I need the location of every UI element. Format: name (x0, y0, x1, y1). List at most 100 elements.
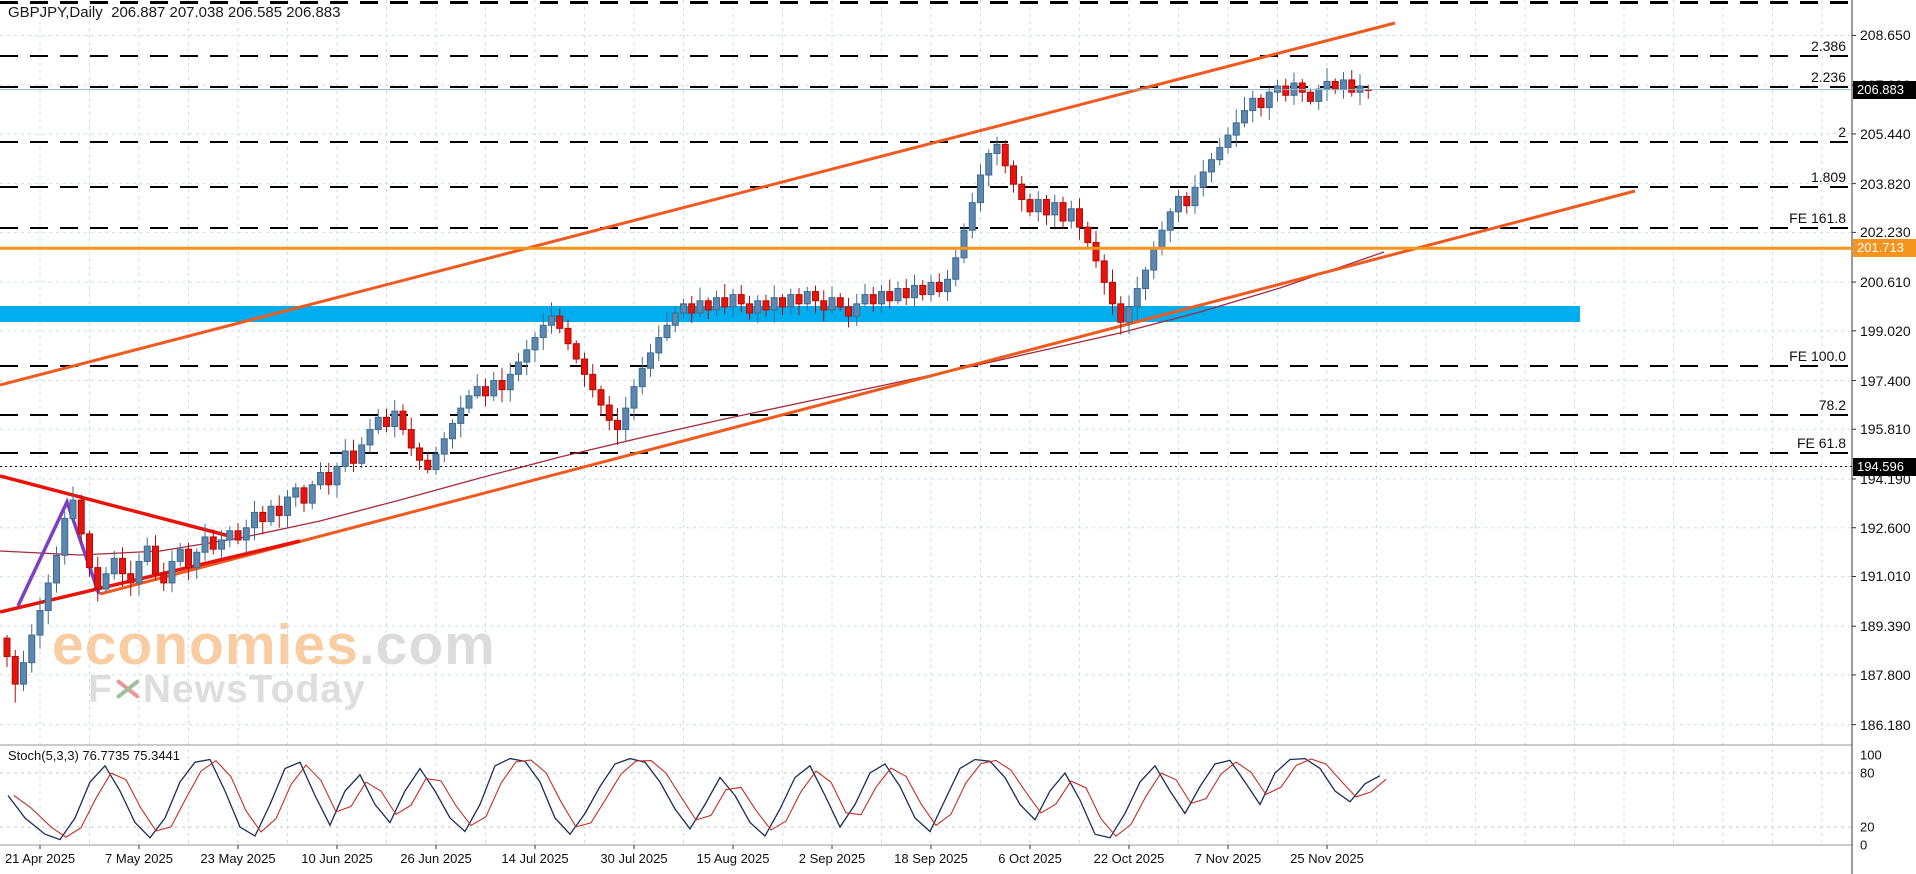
price-tick-label: 205.440 (1860, 125, 1911, 142)
candle (218, 530, 225, 558)
watermark-f-text: F (88, 668, 113, 711)
candle (325, 462, 333, 495)
pennant-upper-red[interactable] (0, 474, 234, 539)
candle (1298, 78, 1306, 102)
price-tick-label: 189.390 (1860, 618, 1911, 635)
candle (820, 290, 828, 322)
candle (416, 442, 423, 470)
candle (143, 537, 151, 566)
candle (465, 389, 473, 413)
channel-lower-orange[interactable] (99, 189, 1636, 596)
orange-price-box: 201.713 (1853, 239, 1916, 258)
candle (176, 543, 184, 567)
candle (622, 396, 630, 442)
candle (1166, 208, 1174, 242)
candle (935, 273, 943, 298)
candle (44, 574, 52, 625)
candle (1059, 196, 1067, 229)
date-label: 26 Jun 2025 (400, 851, 472, 866)
date-label: 7 Nov 2025 (1194, 851, 1262, 866)
candle (985, 149, 993, 187)
candle (1199, 159, 1207, 197)
candle (737, 285, 745, 313)
fib-level-label: FE 61.8 (1796, 435, 1846, 451)
candle (226, 526, 234, 548)
candle (1133, 276, 1141, 321)
candle (721, 284, 729, 314)
candle (1191, 175, 1199, 214)
candle (688, 295, 696, 323)
candle (1076, 198, 1083, 240)
stoch-k-line[interactable] (7, 757, 1381, 841)
candle (787, 288, 795, 315)
candle (61, 511, 69, 565)
stoch-scale-label: 100 (1860, 747, 1882, 763)
candle (86, 530, 93, 578)
candle (779, 294, 786, 316)
candle (1249, 90, 1257, 123)
candle (1265, 87, 1273, 121)
chart-title: GBPJPY,Daily 206.887 207.038 206.585 206… (8, 4, 341, 21)
candle (605, 396, 613, 431)
candle (1117, 296, 1125, 335)
candle (399, 404, 407, 435)
fib-level-label: FE 100.0 (1789, 348, 1846, 364)
candle (531, 332, 539, 363)
candle (1034, 191, 1042, 222)
candle (11, 649, 19, 703)
candle (135, 553, 143, 596)
candle (77, 494, 85, 544)
candle (110, 550, 118, 580)
candle (317, 462, 324, 490)
candle (102, 566, 110, 593)
candle (366, 418, 374, 454)
candle (729, 288, 737, 317)
candle (853, 293, 861, 326)
candle (696, 287, 704, 318)
candle (94, 556, 102, 602)
candle (713, 290, 720, 316)
candle (1043, 194, 1050, 225)
candle (968, 192, 976, 239)
candle (762, 294, 770, 317)
date-label: 6 Oct 2025 (998, 851, 1062, 866)
price-tick-label: 200.610 (1860, 274, 1911, 291)
stoch-d-line[interactable] (13, 758, 1387, 838)
fib-level-label: FE 161.8 (1789, 210, 1846, 226)
candle (53, 546, 60, 593)
stoch-scale-label: 80 (1860, 765, 1875, 781)
price-tick-label: 203.820 (1860, 175, 1911, 192)
date-label: 25 Nov 2025 (1290, 851, 1364, 866)
candle (902, 279, 910, 305)
date-label: 10 Jun 2025 (301, 851, 373, 866)
candle (548, 302, 555, 334)
candle (1084, 221, 1092, 250)
stoch-indicator-label: Stoch(5,3,3) 76.7735 75.3441 (8, 748, 181, 763)
candle (663, 311, 671, 341)
date-label: 21 Apr 2025 (4, 851, 76, 866)
price-tick-label: 197.400 (1860, 372, 1911, 389)
candle (1216, 138, 1224, 166)
channel-upper-orange[interactable] (0, 21, 1396, 387)
date-label: 30 Jul 2025 (600, 851, 668, 866)
candle (614, 408, 621, 445)
fib-level-label: 2.236 (1810, 69, 1846, 85)
price-tick-label: 191.010 (1860, 568, 1911, 585)
candle (391, 399, 399, 438)
candle (927, 275, 935, 302)
date-label: 15 Aug 2025 (696, 851, 770, 866)
candle (1010, 160, 1017, 193)
price-tick-label: 186.180 (1860, 716, 1911, 733)
candle (333, 462, 341, 498)
candle (680, 298, 687, 319)
candle (292, 483, 300, 507)
candle (911, 274, 918, 309)
candle (284, 490, 291, 528)
candle (630, 379, 638, 420)
fib-level-label: 2 (1838, 124, 1846, 140)
candle (259, 505, 267, 535)
stoch-scale-label: 0 (1860, 837, 1868, 853)
